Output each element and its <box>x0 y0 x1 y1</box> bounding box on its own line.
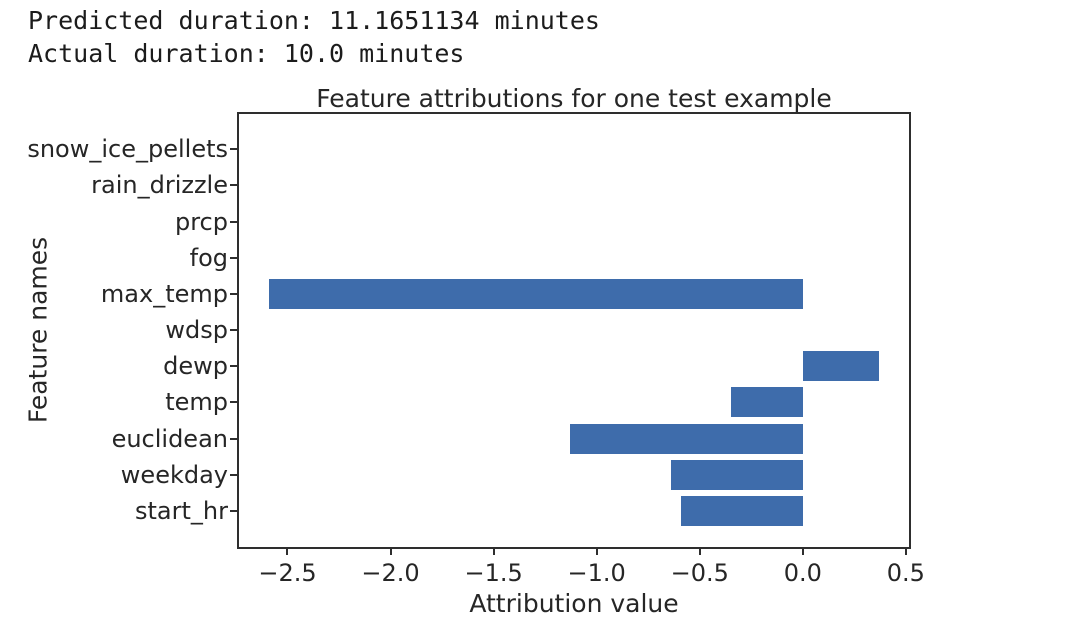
x-tick-mark <box>492 548 495 555</box>
x-tick-label-−1.0: −1.0 <box>567 559 626 587</box>
y-tick-label-temp: temp <box>165 388 228 417</box>
x-tick-mark <box>801 548 804 555</box>
bar-dewp <box>802 351 880 382</box>
y-tick-label-weekday: weekday <box>120 460 228 489</box>
bar-start_hr <box>681 495 803 526</box>
x-tick-mark <box>286 548 289 555</box>
x-tick-mark <box>904 548 907 555</box>
y-tick-mark <box>230 437 237 440</box>
y-tick-label-prcp: prcp <box>174 207 228 236</box>
x-tick-label-−0.5: −0.5 <box>670 559 729 587</box>
bar-temp <box>730 387 803 418</box>
x-tick-label-−2.5: −2.5 <box>258 559 317 587</box>
y-tick-label-snow_ice_pellets: snow_ice_pellets <box>27 135 228 164</box>
y-tick-label-start_hr: start_hr <box>135 496 228 525</box>
y-tick-mark <box>230 365 237 368</box>
y-tick-label-euclidean: euclidean <box>111 424 228 453</box>
y-tick-mark <box>230 292 237 295</box>
y-tick-label-fog: fog <box>189 243 228 272</box>
x-tick-mark <box>595 548 598 555</box>
predicted-duration-text: Predicted duration: 11.1651134 minutes <box>28 6 600 35</box>
x-tick-label-−1.5: −1.5 <box>464 559 523 587</box>
y-axis-label: Feature names <box>23 236 53 424</box>
actual-duration-text: Actual duration: 10.0 minutes <box>28 39 465 68</box>
x-tick-label-0.5: 0.5 <box>886 559 925 587</box>
y-tick-mark <box>230 184 237 187</box>
y-tick-mark <box>230 401 237 404</box>
bar-weekday <box>670 459 803 490</box>
y-tick-mark <box>230 148 237 151</box>
x-tick-mark <box>389 548 392 555</box>
y-tick-label-dewp: dewp <box>163 352 228 381</box>
y-tick-mark <box>230 256 237 259</box>
y-tick-label-max_temp: max_temp <box>100 279 228 308</box>
x-tick-mark <box>698 548 701 555</box>
y-tick-mark <box>230 220 237 223</box>
bar-euclidean <box>569 423 803 454</box>
y-tick-mark <box>230 509 237 512</box>
y-tick-mark <box>230 473 237 476</box>
x-axis-label: Attribution value <box>469 589 679 618</box>
y-tick-label-wdsp: wdsp <box>165 316 228 344</box>
bar-max_temp <box>268 278 803 309</box>
y-tick-label-rain_drizzle: rain_drizzle <box>91 171 228 200</box>
x-tick-label-0.0: 0.0 <box>783 559 822 587</box>
y-tick-mark <box>230 329 237 331</box>
x-tick-label-−2.0: −2.0 <box>361 559 420 587</box>
plot-area <box>237 112 911 549</box>
chart-title: Feature attributions for one test exampl… <box>316 84 832 113</box>
